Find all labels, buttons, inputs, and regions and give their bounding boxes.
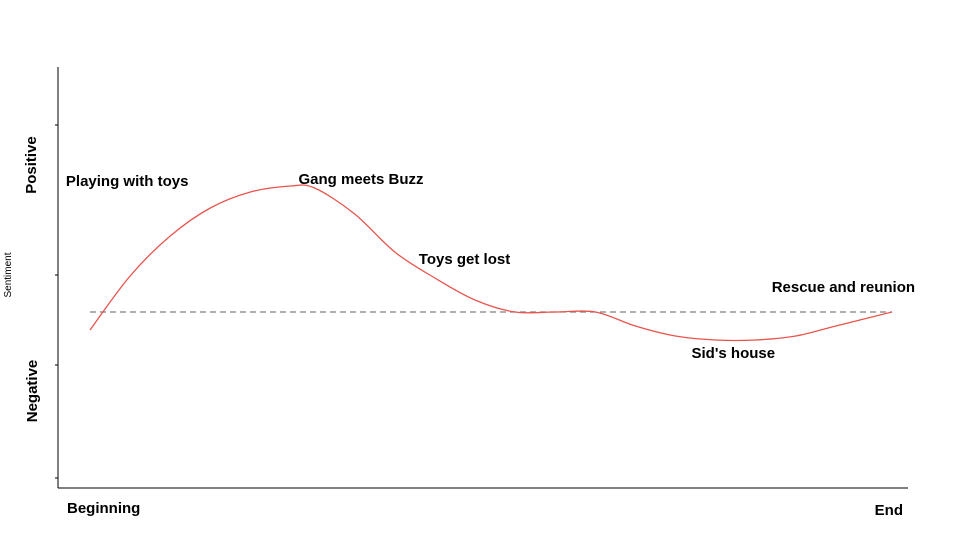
annotation-label: Sid's house: [692, 345, 776, 362]
y-axis-label: Sentiment: [3, 252, 14, 297]
series-line: [89, 184, 893, 342]
x-tick-label-end: End: [875, 502, 903, 519]
y-zone-label-positive: Positive: [23, 136, 40, 194]
annotations: Playing with toys Gang meets Buzz Toys get…: [66, 171, 915, 362]
annotation-label: Rescue and reunion: [772, 279, 915, 296]
annotation-label: Toys get lost: [419, 251, 510, 268]
x-tick-label-beginning: Beginning: [67, 500, 140, 517]
axes: [55, 67, 908, 489]
y-zone-label-negative: Negative: [24, 360, 41, 423]
annotation-label: Gang meets Buzz: [299, 171, 424, 188]
annotation-label: Playing with toys: [66, 173, 189, 190]
